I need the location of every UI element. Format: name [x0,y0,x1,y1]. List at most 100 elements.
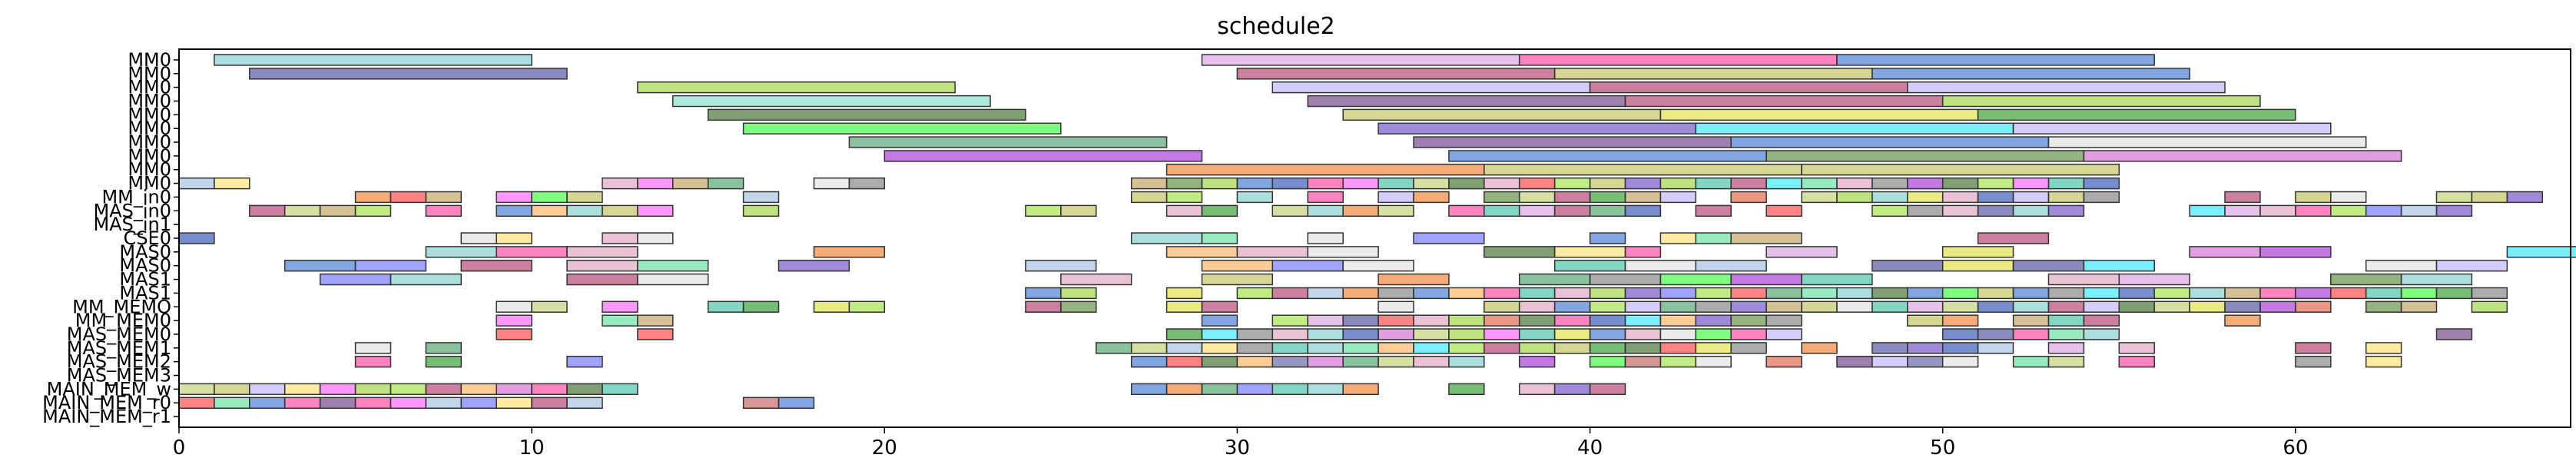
task-bar-21 [1378,122,1697,134]
task-bar-266 [1624,300,1662,313]
task-bar-214 [1236,287,1274,300]
task-bar-46 [1236,177,1274,190]
task-bar-141 [2259,204,2296,217]
task-bar-200 [1201,273,1274,286]
task-bar-75 [531,191,568,204]
task-bar-98 [2047,191,2085,204]
task-bar-260 [1201,300,1238,313]
task-bar-408 [531,383,568,396]
task-bar-1 [1201,54,1520,66]
task-bar-121 [1271,204,1308,217]
task-bar-326 [1518,328,1556,340]
task-bar-432 [531,397,568,409]
task-bar-305 [1695,314,1732,327]
task-bar-148 [460,232,497,244]
task-bar-239 [2118,287,2155,300]
task-bar-320 [1307,328,1344,340]
task-bar-218 [1378,287,1414,300]
task-bar-261 [1378,300,1414,313]
task-bar-48 [1307,177,1344,190]
task-bar-149 [496,232,532,244]
task-bar-124 [1378,204,1414,217]
task-bar-131 [1695,204,1732,217]
task-bar-165 [1165,246,1238,258]
task-bar-360 [1730,342,1767,354]
task-bar-134 [1907,204,1944,217]
task-bar-234 [1941,287,1979,300]
task-bar-291 [637,314,674,327]
task-bar-375 [1201,355,1238,368]
task-bar-298 [1448,314,1485,327]
task-bar-112 [531,204,568,217]
task-bar-105 [2506,191,2544,204]
task-bar-258 [1060,300,1097,313]
task-bar-433 [566,397,603,409]
task-bar-348 [1307,342,1344,354]
task-bar-272 [1836,300,1873,313]
task-bar-224 [1589,287,1626,300]
task-bar-241 [2189,287,2226,300]
task-bar-243 [2259,287,2296,300]
task-bar-240 [2153,287,2190,300]
task-bar-202 [1518,273,1591,286]
task-bar-384 [1589,355,1626,368]
plot-frame [178,48,2571,428]
task-bar-401 [283,383,321,396]
task-bar-434 [742,397,780,409]
task-bar-143 [2330,204,2367,217]
task-bar-336 [2012,328,2050,340]
task-bar-371 [425,355,462,368]
task-bar-71 [354,191,392,204]
task-bar-38 [637,177,674,190]
task-bar-57 [1624,177,1662,190]
task-bar-368 [2295,342,2332,354]
task-bar-367 [2118,342,2155,354]
x-tick-label-5: 50 [1930,436,1955,455]
y-tick-label-25: MAIN_MEM_r0 [42,392,171,413]
task-bar-136 [1977,204,2014,217]
task-bar-343 [1130,342,1168,354]
task-bar-123 [1342,204,1379,217]
task-bar-109 [354,204,392,217]
y-tick-label-4: MM0 [128,104,171,125]
task-bar-303 [1624,314,1662,327]
task-bar-365 [1977,342,2014,354]
task-bar-82 [1378,191,1414,204]
task-bar-107 [283,204,321,217]
task-bar-301 [1553,314,1591,327]
task-bar-154 [1307,232,1344,244]
y-tick-label-9: MM0 [128,173,171,194]
task-bar-427 [354,397,392,409]
task-bar-183 [1201,260,1274,272]
task-bar-168 [1484,246,1556,258]
task-bar-88 [1624,191,1662,204]
task-bar-404 [390,383,427,396]
task-bar-342 [1096,342,1132,354]
task-bar-177 [354,260,427,272]
task-bar-172 [1941,246,2014,258]
task-bar-315 [637,328,674,340]
task-bar-314 [496,328,532,340]
task-bar-231 [1836,287,1873,300]
task-bar-192 [2083,260,2155,272]
task-bar-187 [1624,260,1697,272]
y-tick-label-13: CSE0 [124,227,171,249]
task-bar-72 [390,191,427,204]
task-bar-425 [283,397,321,409]
task-bar-322 [1378,328,1414,340]
task-bar-67 [1977,177,2014,190]
x-tick-label-0: 0 [173,436,186,455]
task-bar-117 [1025,204,1062,217]
y-tick-label-21: MAS_MEM1 [67,337,171,359]
task-bar-312 [2083,314,2120,327]
task-bar-225 [1624,287,1662,300]
task-bar-325 [1484,328,1520,340]
task-bar-250 [496,300,532,313]
task-bar-58 [1659,177,1697,190]
task-bar-265 [1589,300,1626,313]
task-bar-49 [1342,177,1379,190]
task-bar-308 [1907,314,1944,327]
task-bar-197 [566,273,638,286]
task-bar-307 [1765,314,1802,327]
